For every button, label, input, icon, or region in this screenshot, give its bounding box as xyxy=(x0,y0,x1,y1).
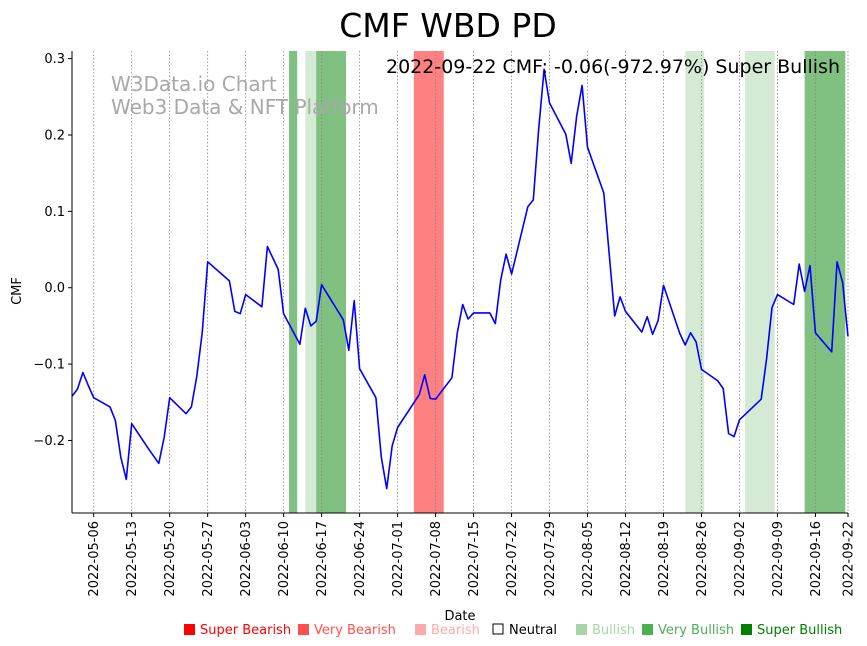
x-tick-label: 2022-06-17 xyxy=(315,521,330,597)
x-tick-label: 2022-09-22 xyxy=(842,521,857,597)
sentiment-band xyxy=(289,51,298,513)
x-tick-label: 2022-07-29 xyxy=(543,521,558,597)
x-axis-ticks: 2022-05-06 2022-05-13 2022-05-20 2022-05-27… xyxy=(87,513,857,597)
x-tick-label: 2022-07-15 xyxy=(467,521,482,597)
legend-label: Super Bullish xyxy=(757,623,842,638)
legend-label: Very Bullish xyxy=(658,623,734,638)
x-tick-label: 2022-09-02 xyxy=(733,521,748,597)
grid-lines xyxy=(93,51,849,513)
x-tick-label: 2022-08-12 xyxy=(619,521,634,597)
y-axis-label: CMF xyxy=(10,277,25,305)
legend-marker xyxy=(741,624,752,635)
x-tick-label: 2022-05-27 xyxy=(201,521,216,597)
legend-label: Very Bearish xyxy=(314,623,396,638)
y-tick-label: 0.1 xyxy=(44,205,65,220)
legend: Super Bearish Very Bearish Bearish Neutral B… xyxy=(184,623,842,638)
watermark: W3Data.io Chart Web3 Data & NFT Platform xyxy=(111,72,379,119)
x-tick-label: 2022-05-06 xyxy=(87,521,102,597)
x-tick-label: 2022-08-05 xyxy=(581,521,596,597)
y-tick-label: 0.3 xyxy=(44,52,65,67)
legend-marker xyxy=(298,624,309,635)
y-tick-label: −0.1 xyxy=(33,358,65,373)
watermark-line-1: W3Data.io Chart xyxy=(111,72,277,96)
series-group xyxy=(71,68,849,490)
y-tick-label: 0.0 xyxy=(44,281,65,296)
legend-marker xyxy=(642,624,653,635)
x-tick-label: 2022-06-03 xyxy=(239,521,254,597)
legend-marker xyxy=(492,623,504,635)
x-tick-label: 2022-05-20 xyxy=(163,521,178,597)
y-tick-label: −0.2 xyxy=(33,434,65,449)
sentiment-band xyxy=(413,51,444,513)
x-tick-label: 2022-06-10 xyxy=(277,521,292,597)
legend-marker xyxy=(184,624,195,635)
series-line-cmf xyxy=(71,68,849,490)
legend-label: Neutral xyxy=(509,623,557,638)
x-tick-label: 2022-07-01 xyxy=(391,521,406,597)
legend-label: Bearish xyxy=(431,623,480,638)
latest-value-annotation: 2022-09-22 CMF: -0.06(-972.97%) Super Bu… xyxy=(386,56,840,78)
x-tick-label: 2022-07-08 xyxy=(429,521,444,597)
watermark-line-2: Web3 Data & NFT Platform xyxy=(111,95,379,119)
sentiment-band xyxy=(305,51,319,513)
x-tick-label: 2022-09-09 xyxy=(771,521,786,597)
chart-title: CMF WBD PD xyxy=(339,6,556,45)
x-tick-label: 2022-07-22 xyxy=(505,521,520,597)
legend-marker xyxy=(415,624,426,635)
x-tick-label: 2022-08-19 xyxy=(657,521,672,597)
y-axis-ticks: −0.2 −0.1 0.0 0.1 0.2 0.3 xyxy=(33,52,72,449)
legend-label: Bullish xyxy=(592,623,635,638)
x-tick-label: 2022-06-24 xyxy=(353,521,368,597)
legend-marker xyxy=(576,624,587,635)
sentiment-band xyxy=(316,51,347,513)
axes xyxy=(71,51,848,514)
x-tick-label: 2022-08-26 xyxy=(695,521,710,597)
sentiment-bands xyxy=(289,51,846,513)
x-axis-label: Date xyxy=(444,609,475,624)
x-tick-label: 2022-09-16 xyxy=(809,521,824,597)
sentiment-band xyxy=(685,51,705,513)
y-tick-label: 0.2 xyxy=(44,129,65,144)
x-tick-label: 2022-05-13 xyxy=(125,521,140,597)
sentiment-band xyxy=(744,51,775,513)
legend-label: Super Bearish xyxy=(200,623,291,638)
